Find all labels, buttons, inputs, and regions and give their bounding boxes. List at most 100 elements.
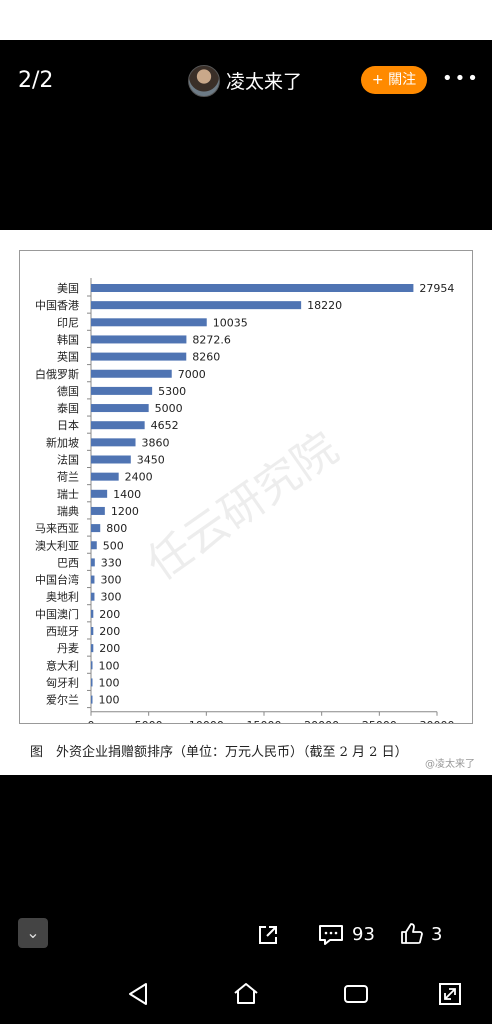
category-label: 泰国 bbox=[57, 401, 79, 415]
category-label: 白俄罗斯 bbox=[35, 367, 79, 381]
data-label: 2400 bbox=[125, 471, 153, 484]
share-icon[interactable] bbox=[256, 923, 280, 947]
image-counter: 2/2 bbox=[18, 68, 54, 93]
data-label: 27954 bbox=[419, 282, 454, 295]
category-label: 韩国 bbox=[57, 332, 79, 346]
credit-watermark: @凌太来了 bbox=[425, 759, 475, 770]
action-bar: ⌄ 93 3 bbox=[0, 915, 492, 965]
data-label: 7000 bbox=[178, 368, 206, 381]
data-label: 300 bbox=[100, 591, 121, 604]
category-label: 英国 bbox=[57, 350, 79, 364]
bar bbox=[91, 438, 136, 447]
category-label: 德国 bbox=[57, 384, 79, 398]
data-label: 500 bbox=[103, 539, 124, 552]
data-label: 200 bbox=[99, 642, 120, 655]
x-tick-label: 5000 bbox=[135, 719, 163, 723]
bar bbox=[91, 472, 119, 481]
data-label: 330 bbox=[101, 556, 122, 569]
data-label: 8260 bbox=[192, 351, 220, 364]
avatar[interactable] bbox=[188, 65, 220, 97]
category-label: 马来西亚 bbox=[35, 522, 79, 535]
bar bbox=[91, 695, 93, 704]
data-label: 100 bbox=[99, 676, 120, 689]
bar bbox=[91, 541, 97, 550]
comment-icon[interactable] bbox=[318, 923, 344, 947]
data-label: 4652 bbox=[151, 419, 179, 432]
category-label: 西班牙 bbox=[46, 625, 79, 638]
x-tick-label: 15000 bbox=[247, 719, 282, 723]
bar bbox=[91, 489, 108, 498]
data-label: 8272.6 bbox=[192, 333, 231, 346]
bar bbox=[91, 352, 187, 361]
category-label: 匈牙利 bbox=[46, 675, 79, 689]
category-label: 中国台湾 bbox=[35, 573, 79, 587]
expand-icon[interactable] bbox=[436, 980, 464, 1008]
chart-frame: 美国 27954 中国香港 18220 印尼 10035 韩国 8272.6 英国 8260 白俄罗… bbox=[19, 250, 473, 724]
bar bbox=[91, 421, 145, 430]
category-label: 奥地利 bbox=[46, 590, 79, 604]
category-label: 瑞典 bbox=[57, 504, 79, 518]
back-icon[interactable] bbox=[124, 980, 152, 1008]
bar bbox=[91, 284, 414, 292]
bar bbox=[91, 575, 95, 584]
category-label: 中国澳门 bbox=[35, 607, 79, 621]
bar bbox=[91, 678, 93, 687]
status-bar bbox=[0, 0, 492, 40]
more-icon[interactable]: ••• bbox=[442, 68, 480, 89]
x-tick-label: 0 bbox=[88, 719, 95, 723]
bar bbox=[91, 592, 95, 601]
category-label: 日本 bbox=[57, 418, 79, 432]
category-label: 美国 bbox=[57, 282, 79, 295]
bar bbox=[91, 318, 207, 327]
bar bbox=[91, 661, 93, 670]
category-label: 巴西 bbox=[57, 556, 79, 569]
figure-caption: 图 外资企业捐赠额排序（单位：万元人民币）（截至 2 月 2 日） bbox=[30, 745, 408, 760]
bar bbox=[91, 301, 302, 310]
category-label: 新加坡 bbox=[46, 435, 79, 449]
like-count: 3 bbox=[431, 924, 443, 945]
username[interactable]: 凌太来了 bbox=[226, 71, 303, 93]
data-label: 1200 bbox=[111, 505, 139, 518]
bar bbox=[91, 386, 153, 395]
viewer-header: 2/2 凌太来了 + 關注 ••• bbox=[0, 40, 492, 120]
follow-button[interactable]: + 關注 bbox=[361, 66, 427, 94]
category-label: 丹麦 bbox=[57, 642, 79, 655]
bar bbox=[91, 506, 105, 515]
category-label: 印尼 bbox=[57, 316, 79, 329]
data-label: 1400 bbox=[113, 488, 141, 501]
data-label: 200 bbox=[99, 608, 120, 621]
bar bbox=[91, 644, 94, 653]
data-label: 5000 bbox=[155, 402, 183, 415]
home-icon[interactable] bbox=[232, 980, 260, 1008]
bar bbox=[91, 369, 172, 378]
x-tick-label: 30000 bbox=[420, 719, 455, 723]
recent-apps-icon[interactable] bbox=[342, 980, 370, 1008]
category-label: 瑞士 bbox=[57, 487, 79, 501]
x-tick-label: 20000 bbox=[304, 719, 339, 723]
thumbs-up-icon[interactable] bbox=[400, 922, 424, 946]
x-tick-label: 25000 bbox=[362, 719, 397, 723]
data-label: 10035 bbox=[213, 316, 248, 329]
category-label: 中国香港 bbox=[35, 299, 79, 312]
bar bbox=[91, 524, 101, 533]
data-label: 200 bbox=[99, 625, 120, 638]
chevron-down-icon[interactable]: ⌄ bbox=[18, 918, 48, 948]
system-nav-bar bbox=[0, 966, 492, 1024]
data-label: 800 bbox=[106, 522, 127, 535]
comment-count: 93 bbox=[352, 924, 375, 945]
data-label: 5300 bbox=[158, 385, 186, 398]
category-label: 澳大利亚 bbox=[35, 538, 79, 552]
data-label: 100 bbox=[99, 659, 120, 672]
x-tick-label: 10000 bbox=[189, 719, 224, 723]
category-label: 法国 bbox=[57, 453, 79, 467]
bar-chart: 美国 27954 中国香港 18220 印尼 10035 韩国 8272.6 英国 8260 白俄罗… bbox=[35, 278, 455, 723]
bar bbox=[91, 627, 94, 635]
bar bbox=[91, 609, 94, 618]
data-label: 100 bbox=[99, 694, 120, 707]
data-label: 300 bbox=[100, 574, 121, 587]
category-label: 意大利 bbox=[46, 658, 79, 672]
figure-image: 美国 27954 中国香港 18220 印尼 10035 韩国 8272.6 英国 8260 白俄罗… bbox=[0, 230, 492, 775]
bar bbox=[91, 455, 131, 464]
bar bbox=[91, 404, 149, 413]
bar bbox=[91, 558, 95, 567]
